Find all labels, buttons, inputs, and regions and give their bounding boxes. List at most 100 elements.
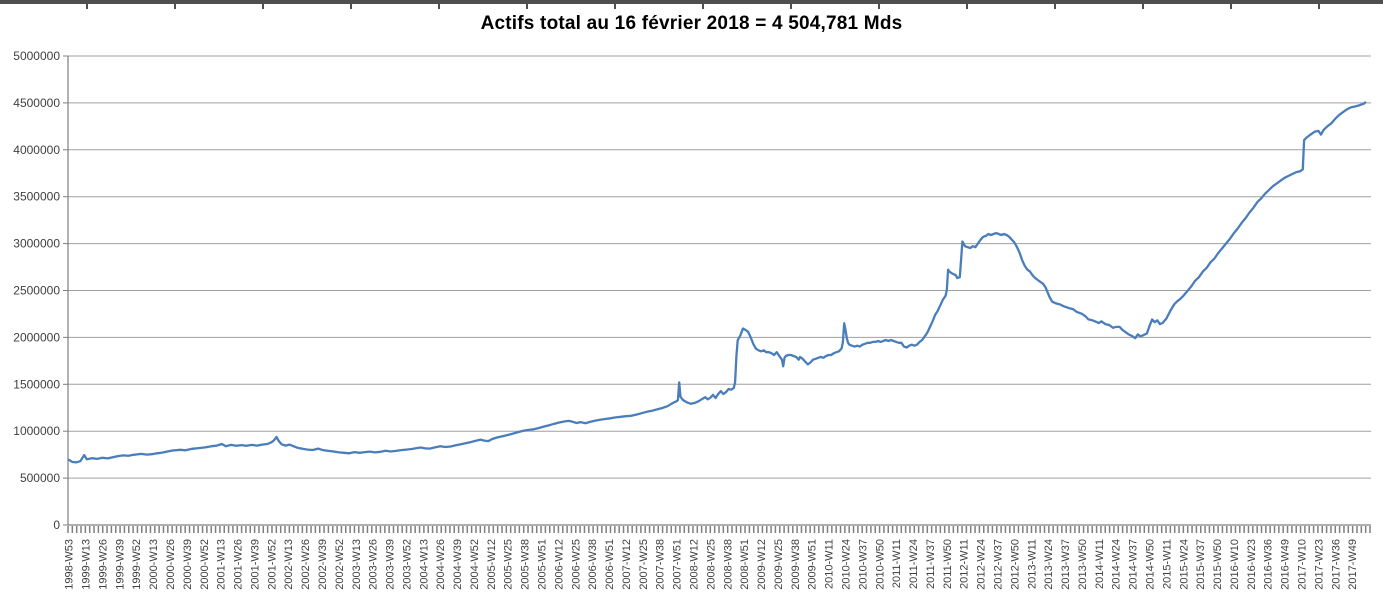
x-tick-label: 2015-W50 xyxy=(1212,539,1224,590)
x-tick-label: 2015-W24 xyxy=(1178,539,1190,590)
x-tick-label: 2003-W52 xyxy=(401,539,413,590)
x-tick-label: 2003-W26 xyxy=(368,539,380,590)
x-tick-label: 2010-W37 xyxy=(857,539,869,590)
x-tick-label: 2010-W11 xyxy=(824,539,836,589)
x-tick-label: 2014-W37 xyxy=(1128,539,1140,590)
x-tick-label: 2005-W51 xyxy=(537,539,549,590)
x-tick-label: 2007-W25 xyxy=(638,539,650,590)
x-tick-label: 2012-W24 xyxy=(976,539,988,590)
y-axis-labels: 0 500000 1000000 1500000 2000000 2500000 30000… xyxy=(13,49,60,532)
x-tick-label: 1999-W39 xyxy=(114,539,126,590)
x-tick-label: 2011-W11 xyxy=(891,539,903,588)
y-tick-label: 2000000 xyxy=(13,330,60,344)
x-tick-label: 2016-W49 xyxy=(1280,539,1292,590)
x-tick-label: 2013-W50 xyxy=(1077,539,1089,590)
x-tick-label: 2015-W37 xyxy=(1195,539,1207,590)
x-tick-label: 2001-W26 xyxy=(233,539,245,590)
y-tick-label: 1000000 xyxy=(13,424,60,438)
x-tick-label: 2001-W52 xyxy=(266,539,278,590)
x-tick-label: 2014-W11 xyxy=(1094,539,1106,589)
x-tick-label: 2017-W10 xyxy=(1296,539,1308,590)
x-tick-label: 1999-W52 xyxy=(131,539,143,590)
cropped-axis-ticks xyxy=(0,4,1383,9)
x-tick-label: 2005-W38 xyxy=(520,539,532,590)
x-tick-label: 2002-W13 xyxy=(283,539,295,590)
x-tick-label: 2007-W51 xyxy=(672,539,684,590)
x-tick-label: 2011-W50 xyxy=(942,539,954,589)
x-axis-minor-tick-band xyxy=(67,526,1371,533)
x-tick-label: 2006-W12 xyxy=(553,539,565,590)
y-tick-label: 5000000 xyxy=(13,49,60,63)
x-tick-label: 2000-W26 xyxy=(165,539,177,590)
x-tick-label: 2012-W37 xyxy=(993,539,1005,590)
x-tick-label: 2017-W36 xyxy=(1330,539,1342,590)
x-tick-label: 2002-W39 xyxy=(317,539,329,590)
x-tick-label: 2004-W39 xyxy=(452,539,464,590)
x-tick-label: 2012-W11 xyxy=(959,539,971,589)
x-tick-label: 2016-W10 xyxy=(1229,539,1241,590)
x-tick-label: 2002-W52 xyxy=(334,539,346,590)
x-tick-label: 2000-W52 xyxy=(199,539,211,590)
x-tick-label: 2008-W51 xyxy=(739,539,751,590)
x-tick-label: 2001-W13 xyxy=(216,539,228,590)
x-tick-label: 2002-W26 xyxy=(300,539,312,590)
x-tick-label: 2017-W49 xyxy=(1347,539,1359,590)
x-tick-label: 2009-W12 xyxy=(756,539,768,590)
x-tick-label: 2012-W50 xyxy=(1009,539,1021,590)
x-tick-label: 2008-W25 xyxy=(705,539,717,590)
series-line-actifs-total xyxy=(67,101,1367,464)
y-tick-label: 2500000 xyxy=(13,284,60,298)
y-tick-label: 1500000 xyxy=(13,377,60,391)
x-tick-label: 2003-W39 xyxy=(385,539,397,590)
y-tick-label: 0 xyxy=(53,518,60,532)
x-tick-label: 2008-W38 xyxy=(722,539,734,590)
y-tick-label: 4500000 xyxy=(13,96,60,110)
x-tick-label: 2013-W24 xyxy=(1043,539,1055,590)
x-axis-labels: 1998-W53 1999-W13 1999-W26 1999-W39 1999-W52… xyxy=(64,539,1360,590)
y-axis-ticks xyxy=(63,55,68,526)
x-tick-label: 2004-W26 xyxy=(435,539,447,590)
x-tick-label: 2003-W13 xyxy=(351,539,363,590)
x-tick-label: 2010-W24 xyxy=(841,539,853,590)
x-tick-label: 2005-W12 xyxy=(486,539,498,590)
x-tick-label: 2000-W13 xyxy=(148,539,160,590)
x-tick-label: 2011-W37 xyxy=(925,539,937,589)
gridlines xyxy=(68,55,1371,479)
x-tick-label: 2008-W12 xyxy=(689,539,701,590)
cropped-axis-strip xyxy=(0,0,1383,10)
y-tick-label: 500000 xyxy=(20,471,60,485)
chart-title: Actifs total au 16 février 2018 = 4 504,… xyxy=(480,13,903,34)
x-tick-label: 2006-W25 xyxy=(570,539,582,590)
x-tick-label: 2016-W36 xyxy=(1263,539,1275,590)
x-tick-label: 1999-W26 xyxy=(97,539,109,590)
x-tick-label: 2013-W11 xyxy=(1026,539,1038,589)
x-tick-label: 2013-W37 xyxy=(1060,539,1072,590)
x-tick-label: 2004-W13 xyxy=(418,539,430,590)
y-tick-label: 4000000 xyxy=(13,143,60,157)
x-tick-label: 2006-W51 xyxy=(604,539,616,590)
x-tick-label: 2005-W25 xyxy=(503,539,515,590)
x-tick-label: 2009-W25 xyxy=(773,539,785,590)
x-tick-label: 2009-W38 xyxy=(790,539,802,590)
x-tick-label: 1998-W53 xyxy=(64,539,76,590)
x-tick-label: 1999-W13 xyxy=(81,539,93,590)
x-tick-label: 2007-W12 xyxy=(621,539,633,590)
x-tick-label: 2017-W23 xyxy=(1313,539,1325,590)
x-tick-label: 2000-W39 xyxy=(182,539,194,590)
x-tick-label: 2011-W24 xyxy=(908,539,920,589)
cropped-axis-bar xyxy=(0,0,1383,4)
x-tick-label: 2004-W52 xyxy=(469,539,481,590)
x-tick-label: 2010-W50 xyxy=(874,539,886,590)
x-tick-label: 2015-W11 xyxy=(1161,539,1173,589)
x-tick-label: 2007-W38 xyxy=(655,539,667,590)
x-tick-label: 2014-W24 xyxy=(1111,539,1123,590)
x-tick-label: 2001-W39 xyxy=(249,539,261,590)
y-tick-label: 3000000 xyxy=(13,237,60,251)
y-tick-label: 3500000 xyxy=(13,190,60,204)
x-tick-label: 2016-W23 xyxy=(1246,539,1258,590)
x-tick-label: 2006-W38 xyxy=(587,539,599,590)
x-tick-label: 2014-W50 xyxy=(1145,539,1157,590)
x-tick-label: 2009-W51 xyxy=(807,539,819,590)
